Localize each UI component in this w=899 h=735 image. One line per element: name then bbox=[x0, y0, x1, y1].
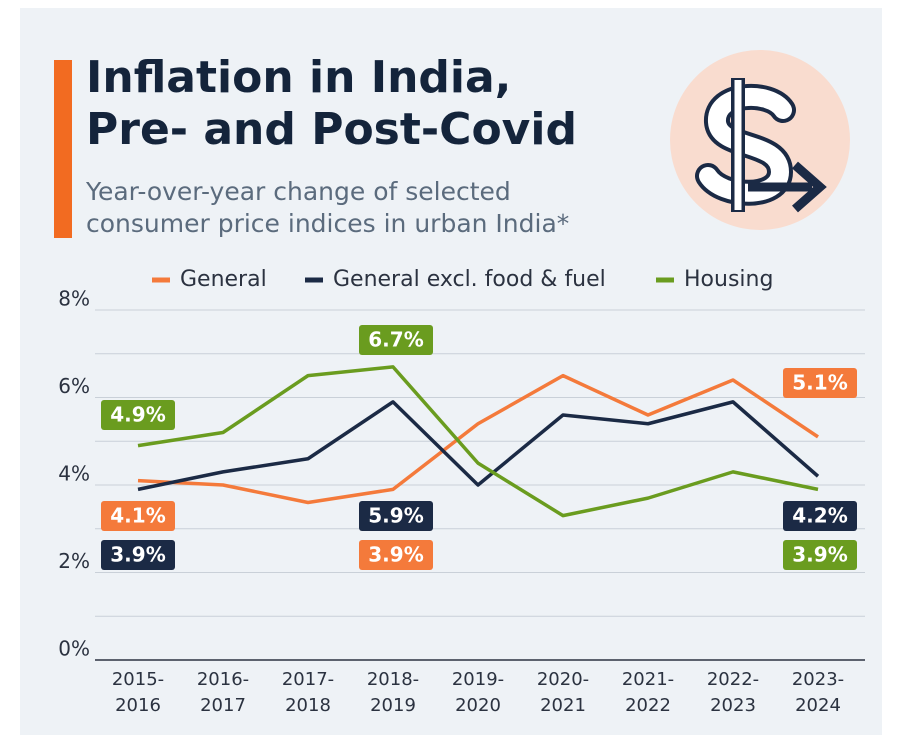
accent-bar bbox=[54, 60, 72, 238]
data-label: 5.9% bbox=[359, 501, 433, 531]
x-tick-label: 2023-2024 bbox=[792, 669, 844, 716]
y-tick-label: 8% bbox=[58, 287, 90, 311]
data-label-box bbox=[783, 501, 857, 531]
data-label-box bbox=[783, 540, 857, 570]
data-label-box bbox=[783, 368, 857, 398]
x-tick-label: 2019-2020 bbox=[452, 669, 504, 716]
x-tick-label: 2016-2017 bbox=[197, 669, 249, 716]
x-tick-label: 2021-2022 bbox=[622, 669, 674, 716]
line-series bbox=[137, 365, 819, 518]
x-tick-label: 2018-2019 bbox=[367, 669, 419, 716]
x-tick-label: 2015-2016 bbox=[112, 669, 164, 716]
y-tick-label: 6% bbox=[58, 374, 90, 398]
legend-label: General excl. food & fuel bbox=[333, 267, 606, 292]
chart-title: Inflation in India, Pre- and Post-Covid bbox=[86, 52, 577, 155]
line-series bbox=[137, 373, 819, 505]
y-tick-label: 2% bbox=[58, 549, 90, 573]
data-label: 3.9% bbox=[101, 540, 175, 570]
data-label: 4.2% bbox=[783, 501, 857, 531]
data-label-text: 3.9% bbox=[792, 543, 847, 567]
data-label-box bbox=[359, 325, 433, 355]
x-tick-label: 2020-2021 bbox=[537, 669, 589, 716]
data-label-text: 6.7% bbox=[368, 328, 423, 352]
data-label-box bbox=[359, 540, 433, 570]
data-label-text: 5.1% bbox=[792, 371, 847, 395]
data-label: 4.9% bbox=[101, 400, 175, 430]
chart-subtitle: Year-over-year change of selected consum… bbox=[86, 177, 570, 238]
data-label-text: 4.2% bbox=[792, 504, 847, 528]
data-label-box bbox=[101, 400, 175, 430]
data-label: 6.7% bbox=[359, 325, 433, 355]
y-tick-label: 0% bbox=[58, 637, 90, 661]
data-label-box bbox=[101, 501, 175, 531]
data-label: 5.1% bbox=[783, 368, 857, 398]
legend-label: General bbox=[180, 267, 267, 292]
data-label-box bbox=[359, 501, 433, 531]
x-tick-label: 2022-2023 bbox=[707, 669, 759, 716]
data-label-text: 4.1% bbox=[110, 504, 165, 528]
data-label-text: 3.9% bbox=[368, 543, 423, 567]
x-tick-label: 2017-2018 bbox=[282, 669, 334, 716]
icon bbox=[670, 50, 850, 230]
line-series bbox=[137, 400, 820, 492]
data-label-text: 3.9% bbox=[110, 543, 165, 567]
data-label: 3.9% bbox=[783, 540, 857, 570]
data-label-text: 4.9% bbox=[110, 403, 165, 427]
y-tick-label: 4% bbox=[58, 462, 90, 486]
data-label-text: 5.9% bbox=[368, 504, 423, 528]
data-label-box bbox=[101, 540, 175, 570]
data-label: 4.1% bbox=[101, 501, 175, 531]
legend-label: Housing bbox=[684, 267, 773, 292]
data-label: 3.9% bbox=[359, 540, 433, 570]
